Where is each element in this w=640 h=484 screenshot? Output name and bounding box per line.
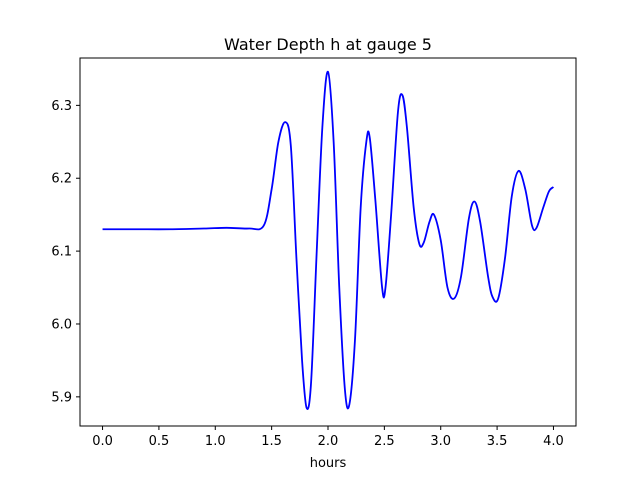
y-tick-label: 5.9 bbox=[51, 390, 72, 405]
axes-frame bbox=[79, 57, 577, 427]
series-line bbox=[102, 70, 555, 410]
x-tick-label: 3.0 bbox=[430, 434, 451, 449]
x-tick-label: 2.5 bbox=[374, 434, 395, 449]
x-axis-label: hours bbox=[310, 456, 347, 471]
plot-area bbox=[102, 70, 555, 410]
x-tick-label: 4.0 bbox=[543, 434, 564, 449]
y-tick-label: 6.2 bbox=[51, 172, 72, 187]
x-axis: 0.0 0.5 1.0 1.5 2.0 2.5 3.0 3.5 4.0 bbox=[92, 426, 564, 449]
chart-title: Water Depth h at gauge 5 bbox=[224, 35, 432, 54]
x-tick-label: 0.0 bbox=[92, 434, 113, 449]
y-tick-label: 6.3 bbox=[51, 99, 72, 114]
x-tick-label: 1.5 bbox=[261, 434, 282, 449]
y-tick-label: 6.0 bbox=[51, 317, 72, 332]
y-axis: 5.9 6.0 6.1 6.2 6.3 bbox=[51, 99, 80, 405]
x-tick-label: 2.0 bbox=[318, 434, 339, 449]
x-tick-label: 3.5 bbox=[487, 434, 508, 449]
x-tick-label: 0.5 bbox=[149, 434, 170, 449]
x-tick-label: 1.0 bbox=[205, 434, 226, 449]
y-tick-label: 6.1 bbox=[51, 245, 72, 260]
